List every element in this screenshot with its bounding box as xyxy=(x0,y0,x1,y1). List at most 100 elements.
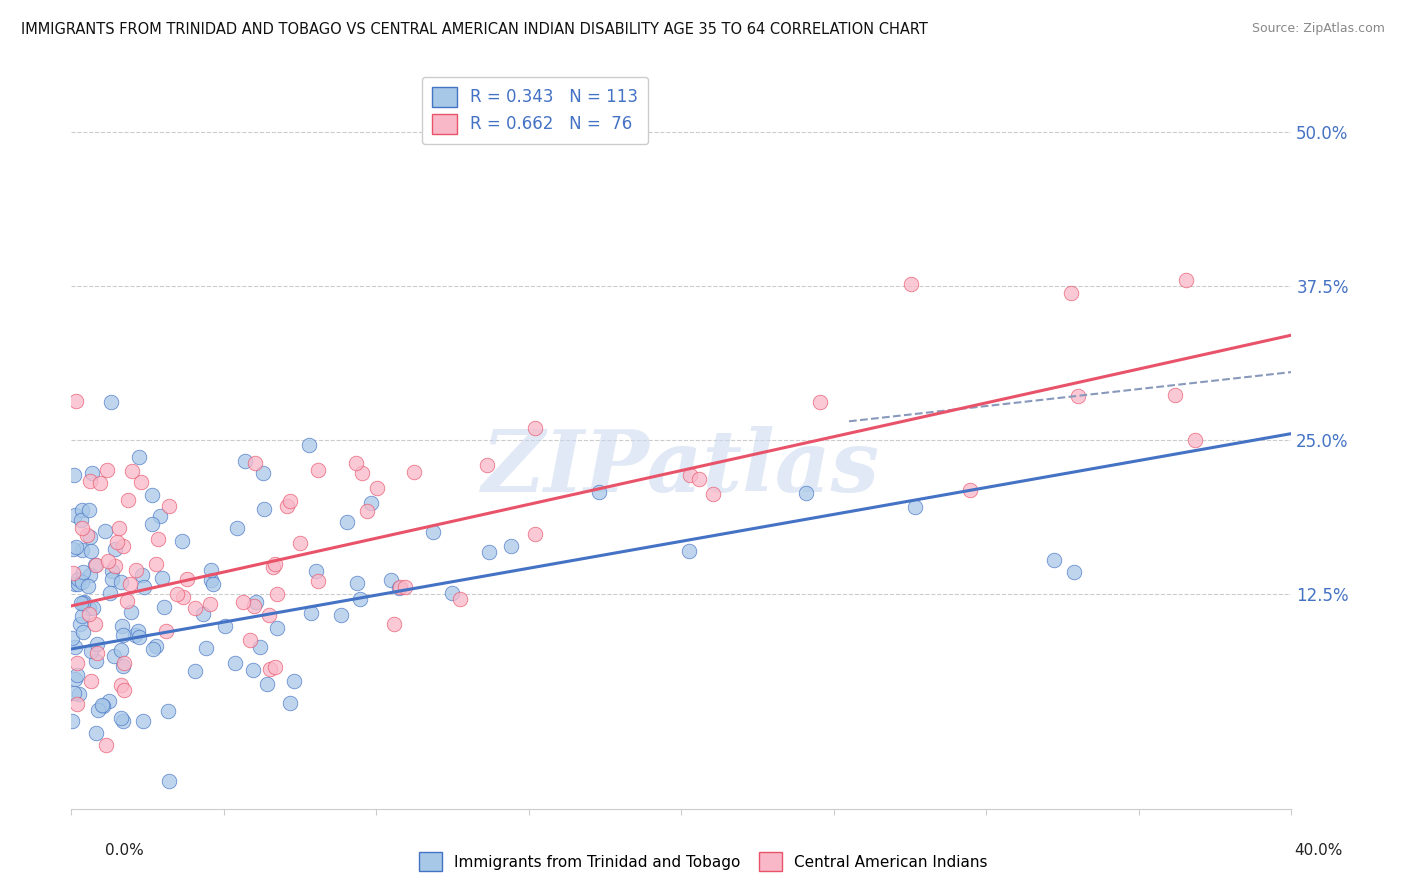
Point xyxy=(157,705,180,719)
Point xyxy=(63,640,86,655)
Point xyxy=(110,643,132,657)
Point xyxy=(82,600,104,615)
Point xyxy=(141,516,163,531)
Point xyxy=(239,633,262,648)
Point xyxy=(62,541,84,556)
Point xyxy=(477,458,499,473)
Point xyxy=(132,714,155,728)
Legend: Immigrants from Trinidad and Tobago, Central American Indians: Immigrants from Trinidad and Tobago, Cen… xyxy=(412,847,994,877)
Point xyxy=(259,661,281,675)
Point xyxy=(128,630,150,644)
Point xyxy=(112,628,135,642)
Legend: R = 0.343   N = 113, R = 0.662   N =  76: R = 0.343 N = 113, R = 0.662 N = 76 xyxy=(422,77,648,144)
Point xyxy=(125,563,148,577)
Point xyxy=(264,660,287,674)
Point xyxy=(103,648,125,663)
Point xyxy=(97,554,120,568)
Point xyxy=(72,543,94,558)
Point xyxy=(80,643,103,657)
Point xyxy=(79,531,101,545)
Point xyxy=(1067,389,1090,403)
Point xyxy=(96,463,118,477)
Point xyxy=(129,475,152,489)
Point xyxy=(344,457,367,471)
Point xyxy=(252,466,274,480)
Point xyxy=(100,564,122,578)
Point xyxy=(84,726,107,740)
Point xyxy=(79,474,101,488)
Point xyxy=(394,580,416,594)
Point xyxy=(91,698,114,713)
Point xyxy=(200,574,222,588)
Point xyxy=(702,486,724,500)
Point xyxy=(249,640,271,654)
Point xyxy=(172,591,194,605)
Point xyxy=(501,540,523,554)
Text: ZIPatlas: ZIPatlas xyxy=(482,426,880,509)
Point xyxy=(155,624,177,638)
Point xyxy=(105,535,128,549)
Point xyxy=(94,738,117,752)
Point xyxy=(266,587,288,601)
Point xyxy=(243,599,266,613)
Point xyxy=(307,463,329,477)
Point xyxy=(76,527,98,541)
Point xyxy=(276,499,298,513)
Point xyxy=(110,677,132,691)
Point xyxy=(112,683,135,698)
Point xyxy=(79,601,101,615)
Point xyxy=(65,394,87,409)
Point xyxy=(678,544,700,558)
Point xyxy=(198,597,221,611)
Point xyxy=(60,632,83,646)
Point xyxy=(1184,433,1206,447)
Point xyxy=(65,541,87,555)
Point xyxy=(307,574,329,589)
Point xyxy=(62,686,84,700)
Point xyxy=(120,605,142,619)
Point xyxy=(111,618,134,632)
Point xyxy=(121,464,143,478)
Point xyxy=(132,580,155,594)
Point xyxy=(349,591,371,606)
Point xyxy=(80,544,103,558)
Point xyxy=(225,521,247,535)
Point xyxy=(73,594,96,608)
Point xyxy=(252,502,274,516)
Point xyxy=(283,674,305,689)
Point xyxy=(201,576,224,591)
Point xyxy=(366,481,388,495)
Point xyxy=(65,672,87,686)
Point xyxy=(157,774,180,789)
Point xyxy=(191,607,214,622)
Point xyxy=(256,677,278,691)
Point xyxy=(214,619,236,633)
Point xyxy=(89,475,111,490)
Point xyxy=(72,625,94,640)
Point xyxy=(104,558,127,573)
Point xyxy=(72,565,94,579)
Point xyxy=(65,508,87,523)
Point xyxy=(84,654,107,668)
Point xyxy=(66,572,89,586)
Point xyxy=(63,577,86,591)
Point xyxy=(100,395,122,409)
Point xyxy=(1063,566,1085,580)
Point xyxy=(146,532,169,546)
Point xyxy=(69,617,91,632)
Point xyxy=(335,515,357,529)
Point xyxy=(69,513,91,527)
Point xyxy=(688,472,710,486)
Point xyxy=(808,395,831,409)
Point xyxy=(97,693,120,707)
Point xyxy=(112,656,135,670)
Point xyxy=(195,640,218,655)
Point xyxy=(76,579,98,593)
Point xyxy=(1174,273,1197,287)
Point xyxy=(69,596,91,610)
Point xyxy=(108,521,131,535)
Point xyxy=(440,585,463,599)
Point xyxy=(131,567,153,582)
Point xyxy=(257,607,280,622)
Point xyxy=(110,711,132,725)
